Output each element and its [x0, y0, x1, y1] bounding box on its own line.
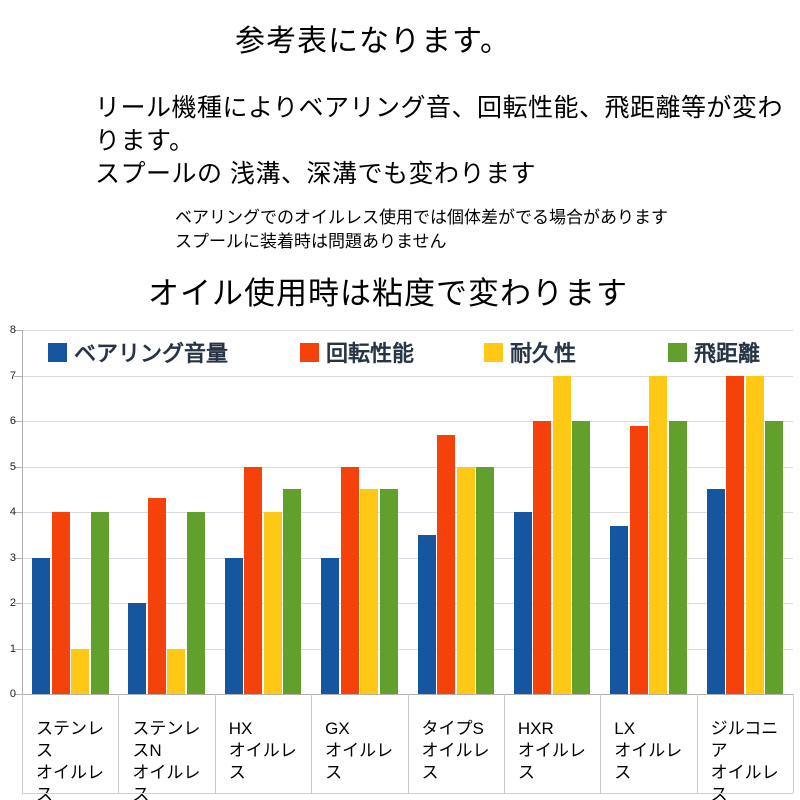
- category-label-3: GX オイルレス: [325, 719, 394, 782]
- category-label-7: ジルコニア オイルレス: [710, 719, 779, 800]
- bar-飛距離-6: [668, 421, 687, 694]
- page-title: 参考表になります。: [235, 25, 511, 58]
- category-separator-3: [311, 694, 313, 793]
- bar-回転性能-2: [244, 466, 263, 694]
- category-separator-1: [118, 694, 120, 793]
- category-separator-2: [214, 694, 216, 793]
- bar-飛距離-1: [186, 512, 205, 694]
- intro-line-2: スプールの 浅溝、深溝でも変わります: [95, 160, 536, 188]
- y-tick-3: [14, 557, 22, 559]
- gridline-1: [22, 648, 793, 650]
- legend-swatch-飛距離: [668, 342, 687, 362]
- legend-item-ベアリング音量: ベアリング音量: [48, 336, 228, 368]
- category-label-2: HX オイルレス: [228, 719, 297, 782]
- y-tick-4: [14, 512, 22, 513]
- y-tick-5: [14, 466, 22, 468]
- gridline-4: [22, 512, 793, 513]
- note-line-2: スプールに装着時は問題ありません: [175, 232, 447, 251]
- y-axis-label-6: 6: [9, 415, 16, 427]
- gridline-6: [22, 421, 793, 422]
- bar-耐久性-0: [71, 648, 89, 694]
- bar-飛距離-5: [572, 421, 591, 694]
- bar-耐久性-7: [745, 375, 764, 694]
- bar-ベアリング音量-0: [32, 557, 50, 694]
- category-label-6: LX オイルレス: [614, 719, 683, 782]
- bar-回転性能-4: [437, 434, 455, 694]
- bar-回転性能-5: [533, 421, 552, 694]
- y-tick-6: [14, 421, 22, 422]
- y-tick-2: [14, 603, 22, 604]
- legend-item-耐久性: 耐久性: [484, 336, 576, 368]
- y-axis-label-5: 5: [9, 460, 16, 473]
- bar-飛距離-2: [283, 489, 302, 694]
- bar-耐久性-2: [263, 512, 282, 694]
- legend-swatch-耐久性: [484, 342, 503, 362]
- bar-ベアリング音量-3: [321, 557, 340, 694]
- bar-飛距離-7: [765, 421, 784, 694]
- legend-label-回転性能: 回転性能: [326, 341, 415, 366]
- bar-ベアリング音量-6: [610, 525, 629, 694]
- legend-label-耐久性: 耐久性: [510, 341, 577, 366]
- note-paragraph: ベアリングでのオイルレス使用では個体差がでる場合があります スプールに装着時は問…: [175, 206, 668, 254]
- category-separator-5: [503, 694, 505, 793]
- bar-ベアリング音量-7: [706, 489, 725, 694]
- bar-ベアリング音量-4: [417, 534, 436, 694]
- y-axis-label-4: 4: [9, 506, 16, 518]
- legend-swatch-回転性能: [300, 342, 319, 362]
- bar-回転性能-0: [51, 512, 70, 694]
- bar-耐久性-3: [360, 489, 379, 694]
- gridline-7: [22, 375, 793, 377]
- category-label-5: HXR オイルレス: [517, 719, 586, 782]
- bar-飛距離-3: [379, 489, 398, 694]
- y-axis-line: [22, 330, 23, 694]
- intro-line-1: リール機種によりベアリング音、回転性能、飛距離等が変わります。: [95, 94, 784, 155]
- gridline-2: [22, 603, 793, 604]
- chart-title: オイル使用時は粘度で変わります: [148, 276, 628, 311]
- bar-耐久性-1: [167, 648, 186, 694]
- category-label-1: ステンレスN オイルレス: [132, 719, 201, 800]
- bar-耐久性-4: [456, 466, 475, 694]
- bar-回転性能-7: [726, 375, 745, 694]
- legend-label-ベアリング音量: ベアリング音量: [74, 341, 229, 366]
- bar-飛距離-4: [476, 466, 494, 694]
- category-separator-6: [600, 694, 602, 793]
- bar-耐久性-5: [552, 375, 571, 694]
- gridline-3: [22, 557, 793, 559]
- y-tick-7: [14, 375, 22, 377]
- category-separator-end: [793, 694, 794, 793]
- bar-飛距離-0: [90, 512, 109, 694]
- y-axis-label-3: 3: [9, 551, 16, 564]
- bar-ベアリング音量-5: [513, 512, 532, 694]
- y-tick-1: [14, 648, 22, 650]
- bar-耐久性-6: [649, 375, 668, 694]
- legend-swatch-ベアリング音量: [48, 342, 67, 362]
- bar-回転性能-6: [629, 425, 648, 694]
- note-line-1: ベアリングでのオイルレス使用では個体差がでる場合があります: [175, 208, 668, 227]
- y-axis-label-2: 2: [9, 597, 16, 609]
- y-axis-label-1: 1: [9, 642, 16, 655]
- y-axis-label-7: 7: [9, 369, 16, 382]
- bar-ベアリング音量-1: [128, 603, 147, 694]
- category-separator-0: [22, 694, 23, 793]
- label-area-bottom-line: [22, 793, 793, 794]
- category-label-0: ステンレス オイルレス: [36, 719, 104, 800]
- bar-回転性能-1: [147, 498, 166, 694]
- legend-item-回転性能: 回転性能: [300, 336, 414, 368]
- bar-回転性能-3: [340, 466, 359, 694]
- legend-label-飛距離: 飛距離: [694, 341, 761, 366]
- category-separator-4: [407, 694, 409, 793]
- category-separator-7: [696, 694, 698, 793]
- intro-paragraph: リール機種によりベアリング音、回転性能、飛距離等が変わります。 スプールの 浅溝…: [95, 92, 800, 191]
- legend-item-飛距離: 飛距離: [668, 336, 760, 368]
- gridline-8: [22, 330, 793, 331]
- bar-ベアリング音量-2: [224, 557, 243, 694]
- y-axis-label-8: 8: [9, 324, 16, 336]
- y-axis-label-0: 0: [9, 688, 16, 700]
- gridline-5: [22, 466, 793, 468]
- y-tick-0: [14, 694, 22, 695]
- category-label-4: タイプS オイルレス: [421, 719, 490, 782]
- y-tick-8: [14, 330, 22, 331]
